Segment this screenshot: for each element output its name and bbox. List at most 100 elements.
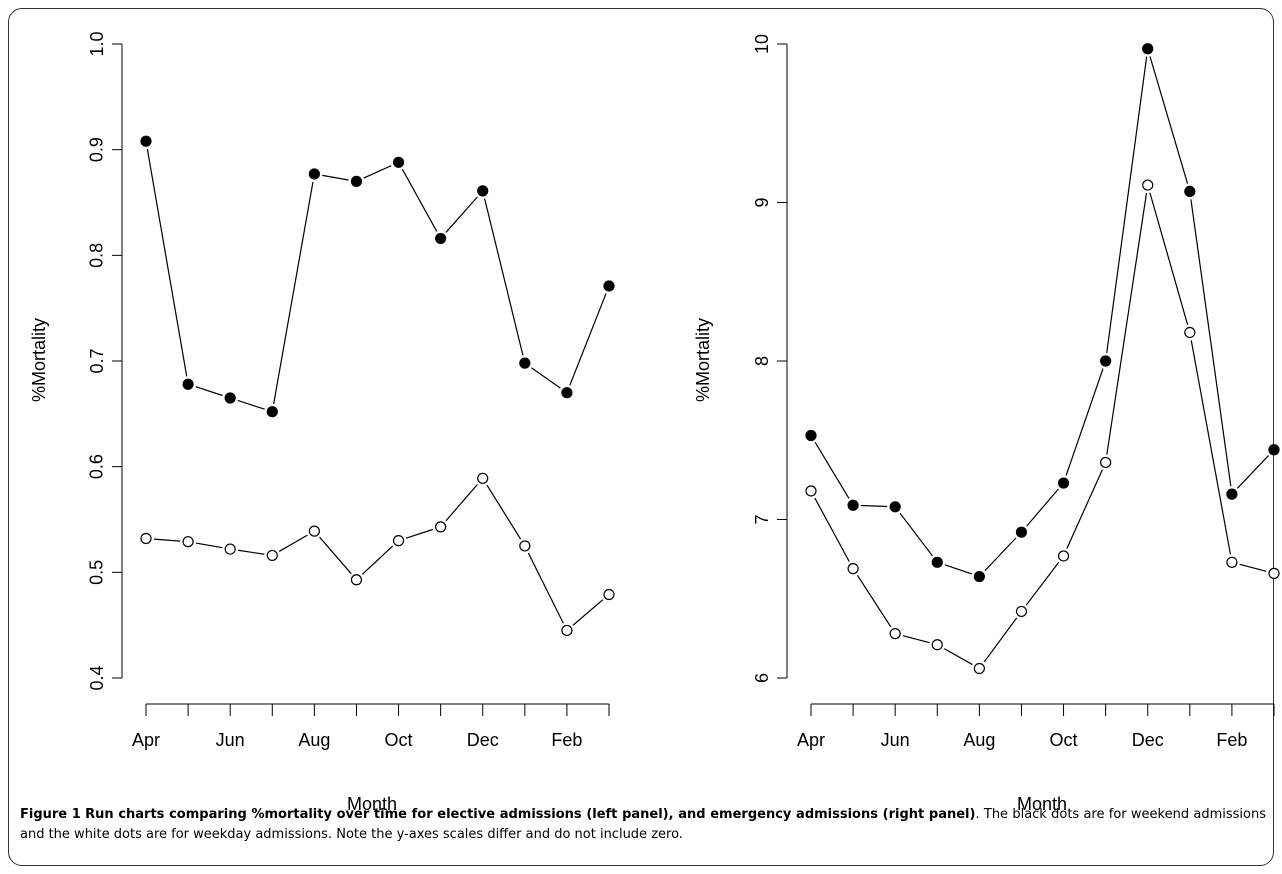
data-point <box>140 135 152 147</box>
x-tick-label: Aug <box>298 730 330 750</box>
data-point <box>182 536 194 548</box>
data-point <box>1015 605 1028 618</box>
series-open-dots <box>805 179 1280 675</box>
series-line-segment <box>814 442 850 499</box>
series-line-segment <box>273 181 314 404</box>
series-line-segment <box>401 169 438 232</box>
x-axis-label: Month <box>1017 794 1067 814</box>
y-tick-label: 0.5 <box>87 560 107 585</box>
x-tick-label: Feb <box>551 730 582 750</box>
series-line-segment <box>238 549 265 555</box>
x-tick-label: Aug <box>963 730 995 750</box>
x-tick-label: Jun <box>216 730 245 750</box>
figure-frame <box>8 8 1274 866</box>
data-point <box>308 168 320 180</box>
data-point <box>350 574 363 586</box>
series-line-segment <box>237 399 265 410</box>
data-point <box>1100 456 1112 469</box>
series-filled-dots <box>805 43 1280 583</box>
series-line-segment <box>1106 56 1148 354</box>
data-point <box>519 357 531 369</box>
series-line-segment <box>943 648 973 666</box>
data-point <box>889 628 901 640</box>
series-line-segment <box>363 165 392 179</box>
series-line-segment <box>445 483 478 522</box>
y-tick-label: 10 <box>752 34 772 54</box>
data-point <box>266 549 278 562</box>
data-point <box>847 563 859 575</box>
data-point <box>561 624 573 637</box>
series-line-segment <box>1025 561 1060 606</box>
x-tick-label: Apr <box>132 730 160 750</box>
series-filled-dots <box>140 135 615 418</box>
series-line-segment <box>1026 488 1059 527</box>
data-point <box>805 485 817 497</box>
caption-title: Run charts comparing %mortality over tim… <box>85 807 976 822</box>
series-line-segment <box>1065 368 1104 476</box>
series-line-segment <box>861 504 888 508</box>
y-tick-label: 0.4 <box>87 665 107 690</box>
data-point <box>350 175 363 187</box>
data-point <box>266 406 278 418</box>
series-line-segment <box>1236 455 1269 489</box>
data-point <box>182 378 194 390</box>
series-line-segment <box>195 542 223 549</box>
data-point <box>973 662 985 675</box>
series-line-segment <box>445 196 478 233</box>
x-tick-label: Oct <box>1050 730 1078 750</box>
y-axis-label: %Mortality <box>693 318 713 402</box>
data-point <box>1142 179 1154 191</box>
series-line-segment <box>856 575 892 628</box>
series-line-segment <box>322 174 349 181</box>
x-tick-label: Dec <box>1132 730 1164 750</box>
data-point <box>435 521 447 533</box>
x-tick-label: Apr <box>797 730 825 750</box>
x-axis-label: Month <box>347 794 397 814</box>
data-point <box>931 639 943 651</box>
series-line-segment <box>1106 192 1148 455</box>
series-line-segment <box>486 484 522 540</box>
data-point <box>805 429 817 442</box>
data-point <box>1100 355 1112 367</box>
series-line-segment <box>527 552 564 624</box>
series-line-segment <box>278 534 308 552</box>
data-point <box>519 540 531 552</box>
data-point <box>308 525 320 537</box>
chart-panel-1: 0.4 0.5 0.6 0.7 0.8 0.9 1.0 %Mortality Apr Jun Aug… <box>29 31 615 814</box>
data-point <box>1184 185 1196 198</box>
series-line-segment <box>984 537 1017 572</box>
series-line-segment <box>1149 192 1189 325</box>
chart-panel-2: 6 7 8 9 10 %Mortality Apr Jun Aug Oct Dec Feb Month <box>693 34 1280 814</box>
y-tick-label: 0.6 <box>87 454 107 479</box>
series-open-dots <box>140 472 615 637</box>
series-line-segment <box>569 293 607 386</box>
series-line-segment <box>1239 563 1267 572</box>
caption-label: Figure 1 <box>20 807 81 822</box>
x-tick-label: Feb <box>1216 730 1247 750</box>
data-point <box>392 156 405 168</box>
data-point <box>1226 556 1238 568</box>
y-tick-label: 0.9 <box>87 137 107 162</box>
data-point <box>603 588 615 601</box>
series-line-segment <box>531 367 561 389</box>
y-tick-label: 0.7 <box>87 348 107 373</box>
data-point <box>1057 477 1070 489</box>
figure-caption: Figure 1 Run charts comparing %mortality… <box>20 805 1266 845</box>
data-point <box>1057 550 1070 562</box>
data-point <box>1184 326 1196 339</box>
x-tick-label: Dec <box>467 730 499 750</box>
data-point <box>435 232 447 245</box>
series-line-segment <box>405 528 434 539</box>
series-line-segment <box>319 536 352 575</box>
series-line-segment <box>572 599 604 626</box>
series-line-segment <box>899 512 933 557</box>
series-line-segment <box>1190 340 1232 555</box>
data-point <box>477 185 489 197</box>
data-point <box>603 280 615 292</box>
series-line-segment <box>1190 199 1232 487</box>
x-tick-label: Jun <box>881 730 910 750</box>
y-tick-label: 7 <box>752 514 772 524</box>
data-point <box>889 501 901 513</box>
data-point <box>973 570 985 583</box>
